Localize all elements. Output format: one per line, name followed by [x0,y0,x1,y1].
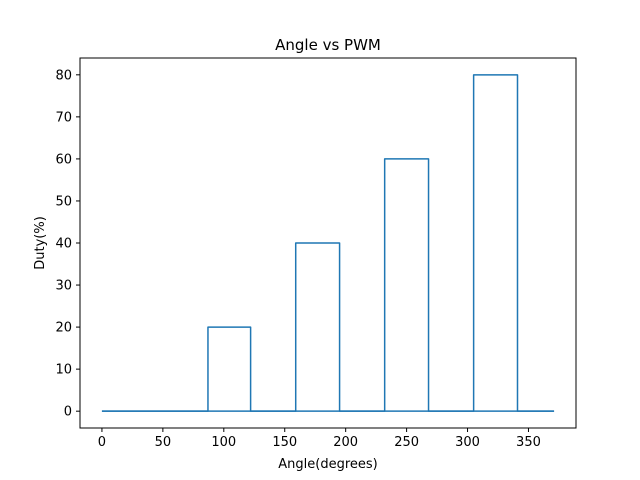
y-tick-label: 50 [55,194,72,209]
x-tick-label: 350 [516,435,541,450]
y-tick-label: 20 [55,321,72,336]
y-tick-label: 70 [55,110,72,125]
x-tick-label: 200 [333,435,358,450]
x-tick-label: 150 [272,435,297,450]
plot-marks [101,74,555,412]
y-tick-label: 60 [55,152,72,167]
y-tick-label: 10 [55,363,72,378]
y-tick-label: 0 [64,405,72,420]
x-tick-label: 50 [155,435,172,450]
x-axis-ticks: 0 50 100 150 200 250 300 350 [98,428,541,450]
y-tick-label: 30 [55,279,72,294]
x-tick-label: 100 [211,435,236,450]
x-tick-label: 0 [98,435,106,450]
chart-title: Angle vs PWM [275,36,381,54]
y-tick-label: 80 [55,68,72,83]
x-axis-label: Angle(degrees) [278,457,377,472]
y-axis-label: Duty(%) [33,216,48,270]
series-line-1 [101,74,555,412]
y-axis-ticks: 0 10 20 30 40 50 60 70 80 [55,68,80,420]
x-tick-label: 300 [455,435,480,450]
y-tick-label: 40 [55,237,72,252]
x-tick-label: 250 [394,435,419,450]
